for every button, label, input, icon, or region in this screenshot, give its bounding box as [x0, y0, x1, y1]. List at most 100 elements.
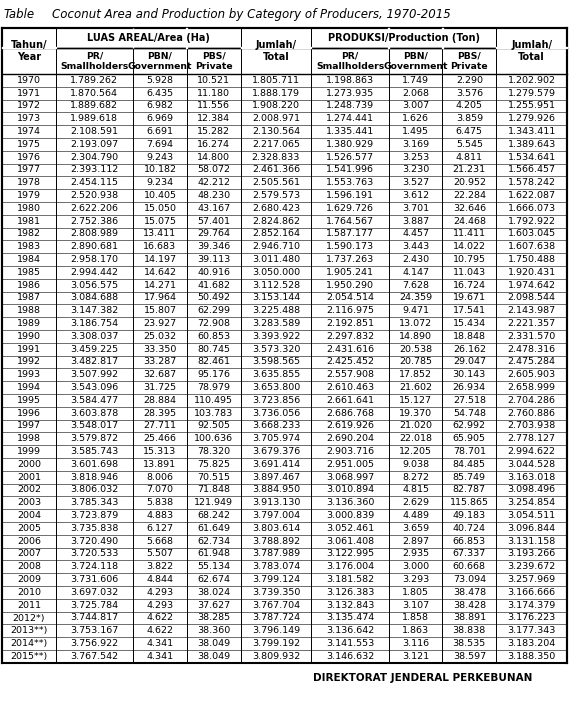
Text: Coconut Area and Production by Category of Producers, 1970-2015: Coconut Area and Production by Category …: [52, 8, 451, 21]
Text: 20.952: 20.952: [453, 179, 486, 187]
Text: 66.853: 66.853: [453, 536, 486, 546]
Text: DIREKTORAT JENDERAL PERKEBUNAN: DIREKTORAT JENDERAL PERKEBUNAN: [313, 672, 532, 683]
Text: 2.951.005: 2.951.005: [326, 460, 374, 469]
Text: 65.905: 65.905: [453, 434, 486, 444]
Text: 1.495: 1.495: [402, 127, 429, 136]
Text: 1.920.431: 1.920.431: [508, 268, 556, 277]
Text: PBS/
Private: PBS/ Private: [195, 51, 233, 71]
Text: 38.049: 38.049: [197, 639, 230, 648]
Text: PR/
Smallholders: PR/ Smallholders: [60, 51, 129, 71]
Text: 3.186.754: 3.186.754: [71, 319, 118, 328]
Text: 2.752.386: 2.752.386: [71, 217, 118, 225]
Text: 17.964: 17.964: [143, 294, 176, 302]
Text: 2002: 2002: [17, 485, 41, 495]
Text: 110.495: 110.495: [194, 396, 233, 405]
Text: 3.584.477: 3.584.477: [71, 396, 118, 405]
Text: 4.489: 4.489: [402, 511, 429, 520]
Text: 3.731.606: 3.731.606: [71, 575, 118, 584]
Text: 19.671: 19.671: [453, 294, 486, 302]
Text: 3.193.266: 3.193.266: [508, 549, 556, 559]
Text: 1979: 1979: [17, 191, 41, 200]
Text: 1.805.711: 1.805.711: [252, 76, 300, 85]
Text: 9.038: 9.038: [402, 460, 429, 469]
Text: 1.553.763: 1.553.763: [326, 179, 374, 187]
Text: 38.024: 38.024: [197, 588, 230, 597]
Text: 3.913.130: 3.913.130: [252, 498, 300, 508]
Text: 2.008.971: 2.008.971: [252, 114, 300, 123]
Text: 1.526.577: 1.526.577: [326, 153, 374, 162]
Text: 3.697.032: 3.697.032: [71, 588, 118, 597]
Text: 2.221.357: 2.221.357: [508, 319, 556, 328]
Text: 3.579.872: 3.579.872: [71, 434, 118, 444]
Text: 7.694: 7.694: [146, 140, 174, 149]
Text: 1.389.643: 1.389.643: [508, 140, 556, 149]
Text: 3.705.974: 3.705.974: [252, 434, 300, 444]
Text: 2.393.112: 2.393.112: [71, 166, 118, 174]
Text: 67.337: 67.337: [453, 549, 486, 559]
Text: 1.626: 1.626: [402, 114, 429, 123]
Text: 3.050.000: 3.050.000: [252, 268, 300, 277]
Text: 8.006: 8.006: [146, 473, 174, 482]
Text: 21.231: 21.231: [453, 166, 486, 174]
Text: 25.466: 25.466: [143, 434, 176, 444]
Text: 3.543.096: 3.543.096: [71, 383, 118, 392]
Text: 4.205: 4.205: [456, 102, 483, 110]
Text: 15.282: 15.282: [197, 127, 230, 136]
Text: 1981: 1981: [17, 217, 41, 225]
Text: 4.622: 4.622: [146, 613, 174, 623]
Text: 40.916: 40.916: [197, 268, 230, 277]
Text: 1.273.935: 1.273.935: [326, 89, 374, 98]
Text: 2.824.862: 2.824.862: [252, 217, 300, 225]
Text: 3.174.379: 3.174.379: [508, 600, 556, 610]
Text: 4.622: 4.622: [146, 626, 174, 635]
Text: 3.482.817: 3.482.817: [71, 358, 118, 366]
Text: 3.044.528: 3.044.528: [508, 460, 556, 469]
Text: 3.132.843: 3.132.843: [326, 600, 374, 610]
Text: 4.293: 4.293: [146, 588, 174, 597]
Text: 6.435: 6.435: [146, 89, 174, 98]
Text: LUAS AREAL/Area (Ha): LUAS AREAL/Area (Ha): [86, 33, 209, 43]
Text: 38.428: 38.428: [453, 600, 486, 610]
Text: 2.130.564: 2.130.564: [252, 127, 300, 136]
Text: 1990: 1990: [17, 332, 41, 341]
Text: 20.538: 20.538: [399, 345, 432, 354]
Text: 2.304.790: 2.304.790: [71, 153, 118, 162]
Text: 3.112.528: 3.112.528: [252, 281, 300, 289]
Text: 3.253: 3.253: [402, 153, 429, 162]
Text: 14.890: 14.890: [399, 332, 432, 341]
Text: PBS/
Private: PBS/ Private: [451, 51, 488, 71]
Text: 3.573.320: 3.573.320: [252, 345, 300, 354]
Text: 3.603.878: 3.603.878: [71, 409, 118, 418]
Text: 3.787.989: 3.787.989: [252, 549, 300, 559]
Text: 2010: 2010: [17, 588, 41, 597]
Text: 2.478.316: 2.478.316: [508, 345, 556, 354]
Text: 27.711: 27.711: [143, 421, 176, 431]
Text: 1986: 1986: [17, 281, 41, 289]
Text: 5.545: 5.545: [456, 140, 483, 149]
Text: 4.883: 4.883: [146, 511, 174, 520]
Text: 2.328.833: 2.328.833: [252, 153, 300, 162]
Text: 1997: 1997: [17, 421, 41, 431]
Text: 3.783.074: 3.783.074: [252, 562, 300, 571]
Text: 82.787: 82.787: [453, 485, 486, 495]
Text: 12.205: 12.205: [399, 447, 432, 456]
Text: 12.384: 12.384: [197, 114, 230, 123]
Text: 2.217.065: 2.217.065: [252, 140, 300, 149]
Text: 2012*): 2012*): [13, 613, 45, 623]
Text: 1.566.457: 1.566.457: [508, 166, 555, 174]
Text: 14.197: 14.197: [143, 255, 176, 264]
Text: 2.946.710: 2.946.710: [252, 243, 300, 251]
Text: 2006: 2006: [17, 536, 41, 546]
Text: 61.948: 61.948: [197, 549, 230, 559]
Text: 2.890.681: 2.890.681: [71, 243, 118, 251]
Text: 55.134: 55.134: [197, 562, 230, 571]
Text: 4.341: 4.341: [146, 639, 174, 648]
Text: 2.505.561: 2.505.561: [252, 179, 300, 187]
Text: 3.806.032: 3.806.032: [71, 485, 118, 495]
Text: 3.796.149: 3.796.149: [252, 626, 300, 635]
Text: 2.760.886: 2.760.886: [508, 409, 555, 418]
Text: 40.724: 40.724: [453, 524, 486, 533]
Text: 2013**): 2013**): [10, 626, 48, 635]
Text: 3.010.894: 3.010.894: [326, 485, 374, 495]
Text: 13.411: 13.411: [143, 230, 176, 238]
